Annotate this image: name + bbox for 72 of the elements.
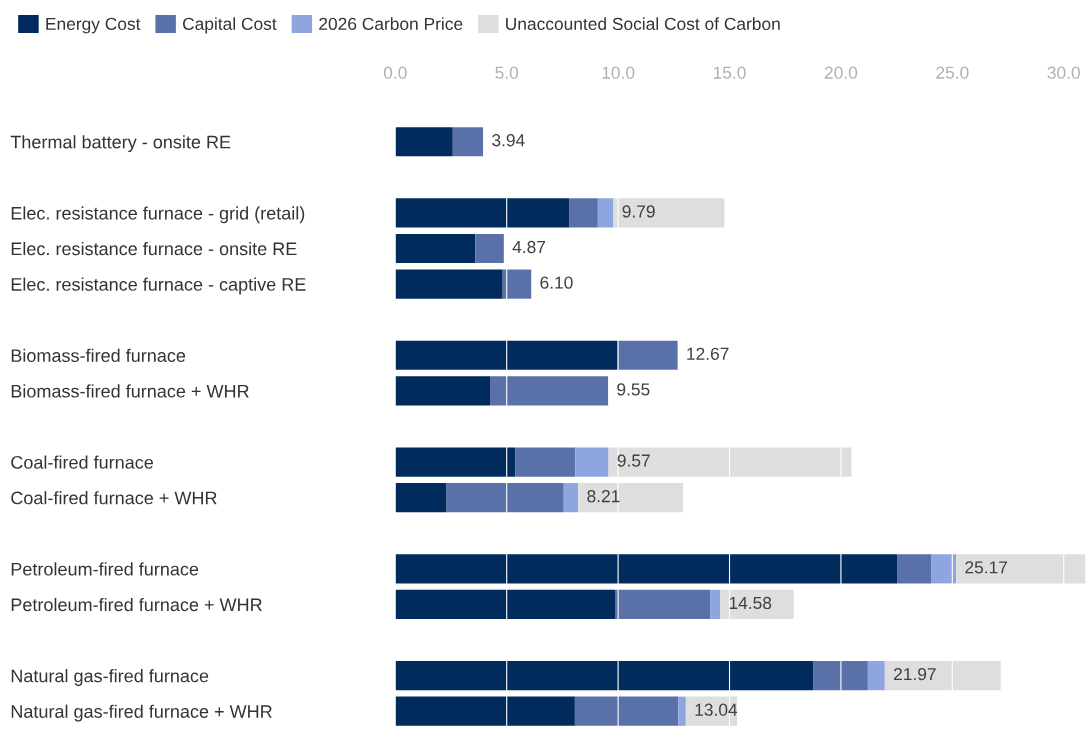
- x-tick-label: 15.0: [713, 66, 746, 79]
- bar: [867, 661, 885, 691]
- bar: [395, 269, 503, 299]
- bar: [575, 447, 609, 477]
- bar: [574, 696, 679, 726]
- annotation: 14.58: [729, 596, 772, 610]
- y-tick-label: Petroleum-fired furnace: [11, 562, 199, 576]
- annotation: 13.04: [695, 703, 738, 716]
- bar: [563, 483, 579, 513]
- bar: [395, 198, 570, 228]
- x-tick-label: 0.0: [383, 66, 407, 79]
- annotation: 9.55: [617, 383, 650, 396]
- y-tick-label: Petroleum-fired furnace + WHR: [11, 597, 262, 612]
- x-tick-label: 30.0: [1047, 66, 1080, 79]
- y-tick-label: Elec. resistance furnace - grid (retail): [11, 206, 305, 224]
- y-tick-label: Biomass-fired furnace + WHR: [11, 384, 249, 398]
- x-tick-label: 20.0: [824, 66, 858, 79]
- y-tick-label: Elec. resistance furnace - captive RE: [11, 277, 306, 295]
- bar: [446, 483, 564, 513]
- annotation: 9.57: [617, 454, 650, 467]
- bar: [395, 447, 516, 477]
- bar: [897, 554, 932, 584]
- bar: [578, 483, 683, 513]
- bar: [884, 661, 1001, 691]
- bar: [395, 483, 447, 513]
- annotation: 25.17: [965, 561, 1008, 574]
- y-tick-label: Biomass-fired furnace: [11, 348, 186, 362]
- bar: [931, 554, 957, 584]
- annotation: 8.21: [587, 490, 620, 503]
- bar: [710, 589, 721, 620]
- bar: [608, 447, 852, 477]
- bar: [395, 554, 898, 584]
- x-tick-label: 5.0: [495, 66, 519, 79]
- bar: [490, 376, 609, 406]
- bar: [515, 447, 576, 477]
- bar: [395, 661, 814, 691]
- bar: [678, 696, 686, 726]
- annotation: 21.97: [894, 667, 936, 681]
- bar: [720, 589, 794, 620]
- bar: [395, 589, 615, 620]
- y-tick-label: Coal-fired furnace: [11, 455, 154, 469]
- legend-label: Energy Cost: [46, 17, 141, 34]
- legend-label: 2026 Carbon Price: [319, 17, 463, 31]
- y-tick-label: Natural gas-fired furnace + WHR: [11, 704, 272, 722]
- bar: [956, 554, 1086, 584]
- bar: [395, 376, 490, 406]
- bar: [452, 127, 484, 157]
- bar: [569, 198, 598, 228]
- y-tick-label: Thermal battery - onsite RE: [10, 135, 231, 153]
- annotation: 3.94: [492, 134, 525, 147]
- bar: [617, 340, 678, 370]
- annotation: 6.10: [540, 276, 573, 289]
- x-tick-label: 10.0: [602, 66, 635, 79]
- bar: [614, 589, 711, 620]
- bar: [502, 269, 532, 299]
- bar: [395, 340, 618, 370]
- y-tick-label: Elec. resistance furnace - onsite RE: [11, 241, 297, 256]
- annotation: 9.79: [622, 205, 655, 218]
- x-tick-label: 25.0: [936, 66, 969, 79]
- annotation: 12.67: [687, 347, 729, 360]
- bar: [475, 233, 504, 264]
- bar: [395, 696, 575, 726]
- bar: [597, 198, 614, 228]
- bar: [395, 233, 476, 264]
- legend-label: Unaccounted Social Cost of Carbon: [506, 17, 780, 31]
- annotation: 4.87: [512, 240, 546, 254]
- bar: [613, 198, 725, 228]
- legend-label: Capital Cost: [183, 17, 277, 34]
- bar: [813, 661, 868, 691]
- y-tick-label: Natural gas-fired furnace: [11, 669, 209, 686]
- bar: [395, 127, 453, 157]
- y-tick-label: Coal-fired furnace + WHR: [11, 491, 217, 505]
